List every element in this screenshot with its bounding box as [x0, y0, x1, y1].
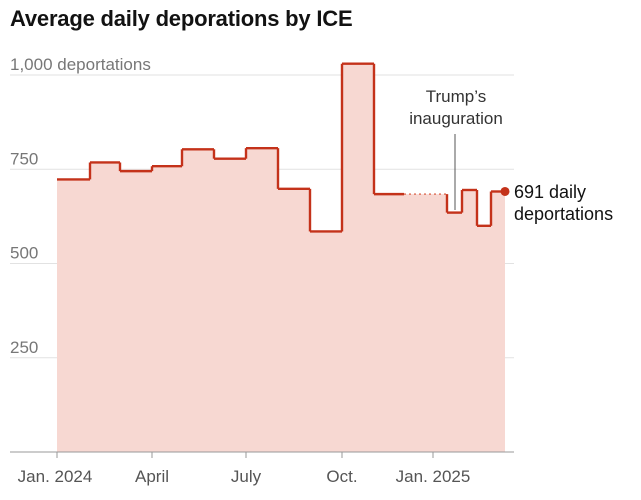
area-layer — [57, 63, 505, 452]
end-value-annotation-label: 691 daily — [514, 182, 586, 202]
end-value-annotation-label: deportations — [514, 204, 613, 224]
inauguration-annotation-label: inauguration — [409, 109, 503, 128]
y-tick-label: 1,000 deportations — [10, 55, 151, 74]
x-tick-label: July — [231, 467, 262, 486]
x-tick-label: April — [135, 467, 169, 486]
x-tick-label: Jan. 2025 — [396, 467, 471, 486]
area-fill — [57, 63, 505, 452]
step-line-layer — [57, 62, 510, 233]
end-point-marker — [500, 186, 510, 196]
y-tick-label: 500 — [10, 244, 38, 263]
inauguration-annotation-label: Trump’s — [426, 87, 486, 106]
y-tick-label: 750 — [10, 149, 38, 168]
y-tick-label: 250 — [10, 338, 38, 357]
chart-title: Average daily deporations by ICE — [10, 6, 353, 31]
x-tick-label: Oct. — [326, 467, 357, 486]
x-tick-label: Jan. 2024 — [18, 467, 93, 486]
label-layer: 250 500 750 1,000 deportations Jan. 2024 Apri… — [10, 55, 613, 486]
axis-layer — [10, 451, 514, 458]
